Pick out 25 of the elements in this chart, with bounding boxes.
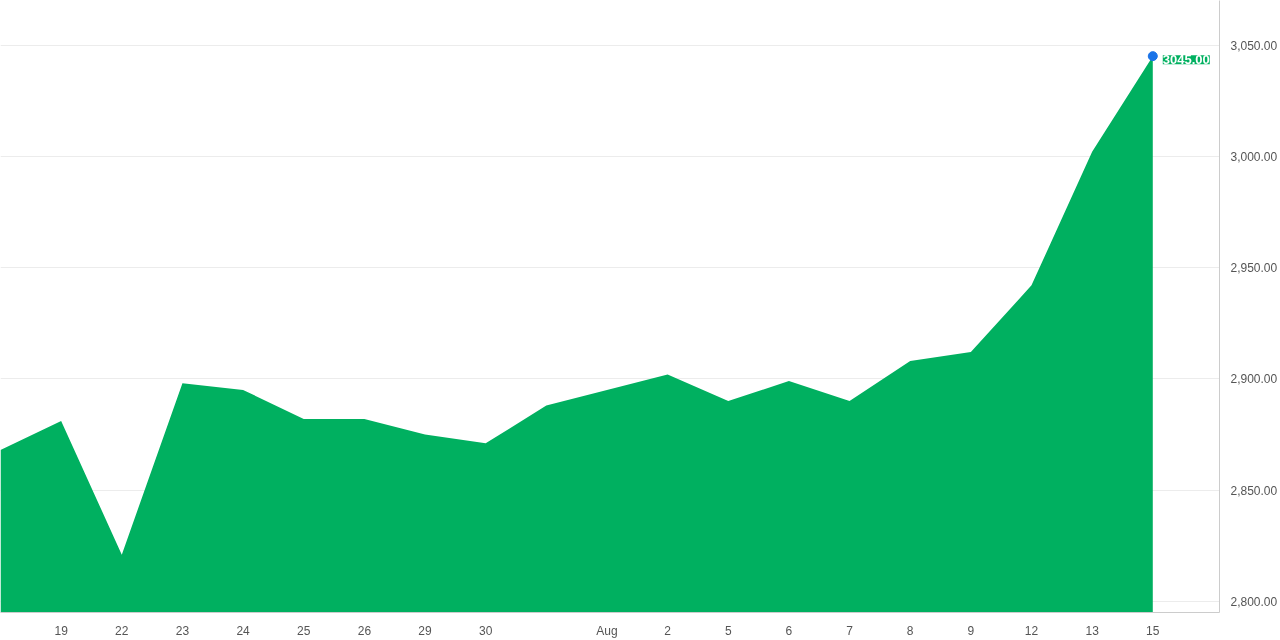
x-tick-label: 29 <box>418 623 433 638</box>
x-tick-label: 26 <box>357 623 372 638</box>
y-tick-label: 2,950.00 <box>1230 261 1278 276</box>
x-tick-label: 8 <box>906 623 914 638</box>
x-tick-label: 15 <box>1146 623 1160 638</box>
x-tick-label: 22 <box>115 623 129 638</box>
x-tick-label: 2 <box>664 623 672 638</box>
y-tick-label: 2,900.00 <box>1230 372 1278 387</box>
y-tick-label: 3,000.00 <box>1230 149 1278 164</box>
x-tick-label: 7 <box>846 623 854 638</box>
data-label: 3045.00 <box>1162 52 1210 68</box>
y-tick-label: 2,850.00 <box>1230 483 1278 498</box>
x-tick-label: 19 <box>54 623 69 638</box>
x-tick-label: 13 <box>1085 623 1100 638</box>
x-tick-label: 30 <box>479 623 493 638</box>
x-tick-label: 12 <box>1024 623 1039 638</box>
y-tick-label: 2,800.00 <box>1230 594 1278 609</box>
x-tick-label: 6 <box>785 623 793 638</box>
y-tick-label: 3,050.00 <box>1230 38 1278 53</box>
x-tick-label: 23 <box>175 623 190 638</box>
x-tick-label: 24 <box>236 623 251 638</box>
x-tick-label: Aug <box>596 623 618 638</box>
x-tick-label: 25 <box>297 623 311 638</box>
x-tick-label: 5 <box>724 623 732 638</box>
x-tick-label: 9 <box>967 623 975 638</box>
